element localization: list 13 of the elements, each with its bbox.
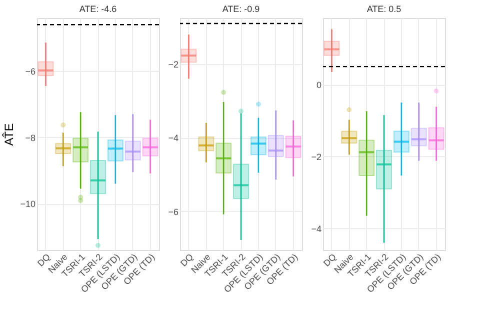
y-tick-label: −2: [311, 152, 322, 162]
y-tick-label: −10: [20, 199, 36, 210]
y-tick-label: 0: [316, 80, 322, 90]
y-tick-label: −6: [168, 206, 178, 217]
chart-title: ATE: -4.6: [79, 4, 117, 14]
chart-title: ATE: 0.5: [366, 4, 402, 14]
chart-title: ATE: -0.9: [222, 4, 260, 14]
y-tick-label: −4: [168, 133, 178, 144]
y-tick-label: −8: [25, 132, 36, 143]
y-axis-title: AT̂E: [2, 123, 16, 146]
y-tick-label: −2: [168, 60, 178, 70]
y-tick-label: −6: [25, 66, 36, 77]
y-tick-label: −4: [311, 224, 322, 234]
